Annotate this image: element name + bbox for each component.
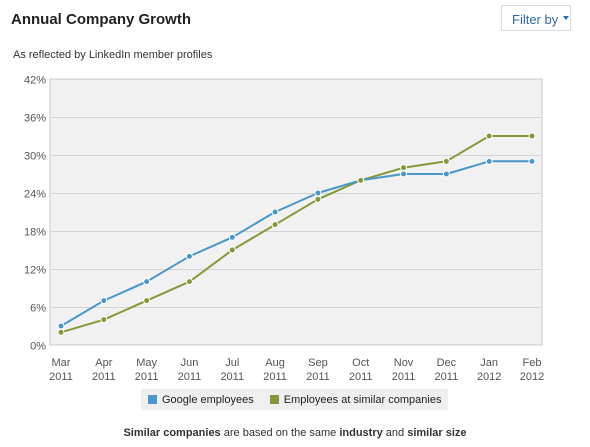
x-tick-label-month: Mar [52, 357, 71, 369]
legend-swatch-google [148, 395, 157, 404]
data-point-google [57, 322, 65, 330]
x-tick-label-month: Nov [394, 357, 414, 369]
footer-similar-companies: Similar companies [123, 427, 221, 439]
x-tick-label-month: May [136, 357, 157, 369]
x-tick-label-year: 2011 [306, 371, 330, 383]
filter-by-label: Filter by [512, 12, 559, 27]
footer-industry: industry [339, 427, 383, 439]
x-tick-label-month: Dec [437, 357, 457, 369]
data-point-google [528, 157, 536, 165]
x-tick-label-year: 2011 [92, 371, 116, 383]
footer-text-2: and [382, 427, 408, 439]
data-point-google [442, 170, 450, 178]
x-tick-label-month: Jun [181, 357, 199, 369]
series-line-google [60, 160, 532, 327]
legend-item-google[interactable]: Google employees [148, 394, 254, 406]
data-point-google [485, 157, 493, 165]
x-tick-label-month: Aug [265, 357, 285, 369]
legend-label-google: Google employees [162, 393, 254, 406]
footer-text-1: are based on the same [220, 427, 340, 439]
x-tick-label-year: 2011 [435, 371, 459, 383]
legend-swatch-similar [269, 395, 279, 404]
chart-legend: Google employees Employees at similar co… [141, 389, 449, 410]
data-point-similar [271, 221, 279, 229]
filter-by-dropdown[interactable]: Filter by [501, 5, 571, 31]
footer-note: Similar companies are based on the same … [0, 427, 590, 439]
legend-label-similar: Employees at similar companies [283, 393, 442, 406]
data-point-google [143, 278, 151, 286]
x-tick-label-month: Apr [95, 357, 112, 369]
page-title: Annual Company Growth [11, 11, 191, 28]
data-point-similar [442, 157, 450, 165]
data-point-similar [528, 132, 536, 140]
data-point-google [400, 170, 408, 178]
y-tick-label: 42% [24, 75, 46, 87]
series-line-similar [60, 135, 532, 334]
data-point-google [100, 297, 108, 305]
data-point-similar [57, 328, 65, 336]
x-tick-label-year: 2011 [392, 371, 416, 383]
data-point-similar [400, 164, 408, 172]
y-tick-label: 30% [24, 151, 46, 163]
x-tick-label-month: Feb [523, 357, 542, 369]
data-point-google [271, 208, 279, 216]
y-tick-label: 0% [30, 341, 46, 353]
footer-similar-size: similar size [407, 427, 467, 439]
data-point-google [185, 252, 193, 260]
data-point-similar [100, 316, 108, 324]
data-point-similar [314, 195, 322, 203]
y-tick-label: 6% [30, 303, 46, 315]
x-tick-label-year: 2011 [178, 371, 202, 383]
data-point-similar [357, 176, 365, 184]
y-tick-label: 36% [24, 113, 46, 125]
data-point-google [228, 233, 236, 241]
x-tick-label-month: Sep [308, 357, 328, 369]
x-tick-label-year: 2011 [49, 371, 73, 383]
x-tick-label-month: Jul [225, 357, 239, 369]
chevron-down-icon [563, 16, 569, 20]
x-tick-label-year: 2011 [220, 371, 244, 383]
y-tick-label: 12% [24, 265, 46, 277]
x-tick-label-year: 2012 [520, 371, 544, 383]
y-tick-label: 24% [24, 189, 46, 201]
legend-item-similar[interactable]: Employees at similar companies [269, 393, 442, 406]
data-point-similar [485, 132, 493, 140]
data-point-similar [185, 278, 193, 286]
x-tick-label-year: 2012 [477, 371, 501, 383]
x-tick-label-year: 2011 [135, 371, 159, 383]
data-point-google [314, 189, 322, 197]
x-tick-label-month: Jan [480, 357, 498, 369]
chart-subtitle: As reflected by LinkedIn member profiles [13, 49, 213, 61]
x-tick-label-year: 2011 [349, 371, 373, 383]
x-tick-label-month: Oct [352, 357, 369, 369]
x-tick-label-year: 2011 [263, 371, 287, 383]
data-point-similar [228, 246, 236, 254]
y-tick-label: 18% [24, 227, 46, 239]
data-point-similar [143, 297, 151, 305]
